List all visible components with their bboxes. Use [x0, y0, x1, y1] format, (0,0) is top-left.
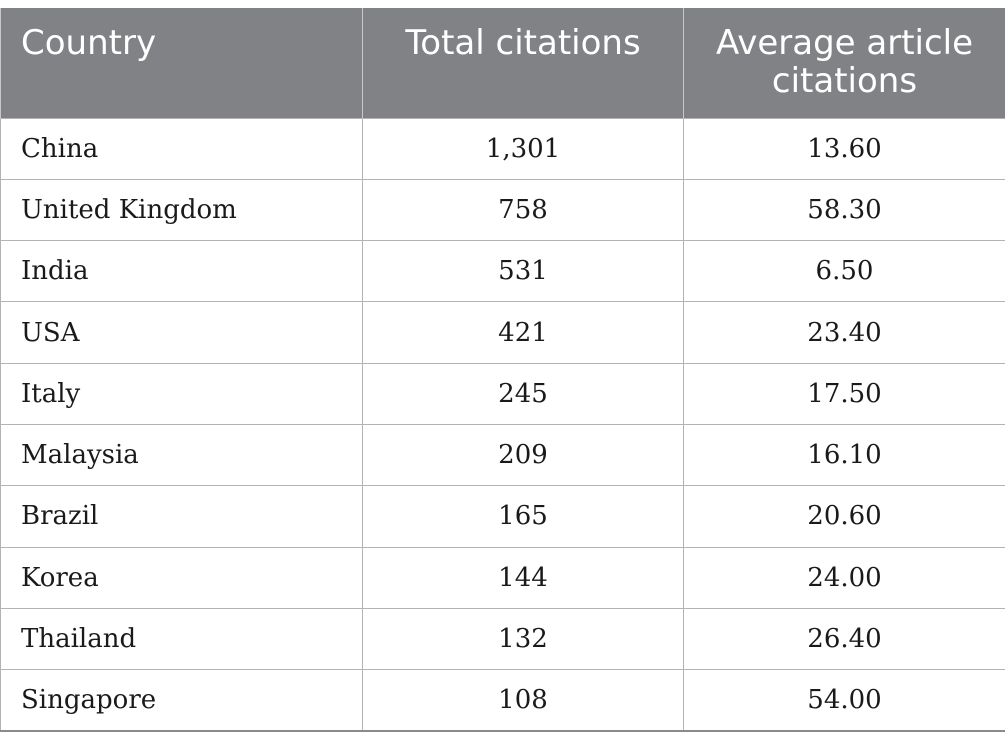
citations-table: Country Total citations Average article … [0, 8, 1005, 732]
cell-average-article-citations: 16.10 [683, 423, 1005, 487]
cell-country: United Kingdom [0, 178, 363, 242]
cell-total-citations: 421 [362, 301, 684, 364]
cell-country: China [0, 117, 363, 180]
table-row: India 531 6.50 [0, 240, 1005, 303]
cell-country: Italy [0, 362, 363, 425]
cell-average-article-citations: 20.60 [683, 485, 1005, 548]
cell-average-article-citations: 58.30 [683, 178, 1005, 242]
cell-total-citations: 758 [362, 178, 684, 242]
cell-total-citations: 245 [362, 362, 684, 425]
table-row: Singapore 108 54.00 [0, 669, 1005, 732]
cell-average-article-citations: 17.50 [683, 362, 1005, 425]
cell-average-article-citations: 23.40 [683, 301, 1005, 364]
cell-country: India [0, 240, 363, 303]
cell-average-article-citations: 13.60 [683, 117, 1005, 180]
citations-table-container: Country Total citations Average article … [0, 8, 1005, 732]
table-row: Malaysia 209 16.10 [0, 423, 1005, 487]
cell-average-article-citations: 54.00 [683, 669, 1005, 732]
table-row: United Kingdom 758 58.30 [0, 178, 1005, 242]
cell-average-article-citations: 24.00 [683, 546, 1005, 609]
cell-total-citations: 209 [362, 423, 684, 487]
cell-country: USA [0, 301, 363, 364]
table-row: USA 421 23.40 [0, 301, 1005, 364]
cell-country: Brazil [0, 485, 363, 548]
cell-total-citations: 144 [362, 546, 684, 609]
cell-total-citations: 1,301 [362, 117, 684, 180]
cell-total-citations: 531 [362, 240, 684, 303]
cell-average-article-citations: 6.50 [683, 240, 1005, 303]
cell-average-article-citations: 26.40 [683, 607, 1005, 671]
table-row: Brazil 165 20.60 [0, 485, 1005, 548]
table-row: Korea 144 24.00 [0, 546, 1005, 609]
cell-country: Singapore [0, 669, 363, 732]
table-header: Country Total citations Average article … [0, 8, 1005, 118]
table-row: Thailand 132 26.40 [0, 607, 1005, 671]
table-row: China 1,301 13.60 [0, 117, 1005, 180]
header-average-article-citations: Average article citations [683, 8, 1005, 118]
cell-total-citations: 165 [362, 485, 684, 548]
table-body: China 1,301 13.60 United Kingdom 758 58.30 Ind… [0, 117, 1005, 732]
cell-country: Korea [0, 546, 363, 609]
cell-country: Malaysia [0, 423, 363, 487]
header-country: Country [0, 8, 363, 118]
table-row: Italy 245 17.50 [0, 362, 1005, 425]
header-row: Country Total citations Average article … [0, 8, 1005, 118]
header-total-citations: Total citations [362, 8, 684, 118]
cell-total-citations: 108 [362, 669, 684, 732]
cell-total-citations: 132 [362, 607, 684, 671]
cell-country: Thailand [0, 607, 363, 671]
